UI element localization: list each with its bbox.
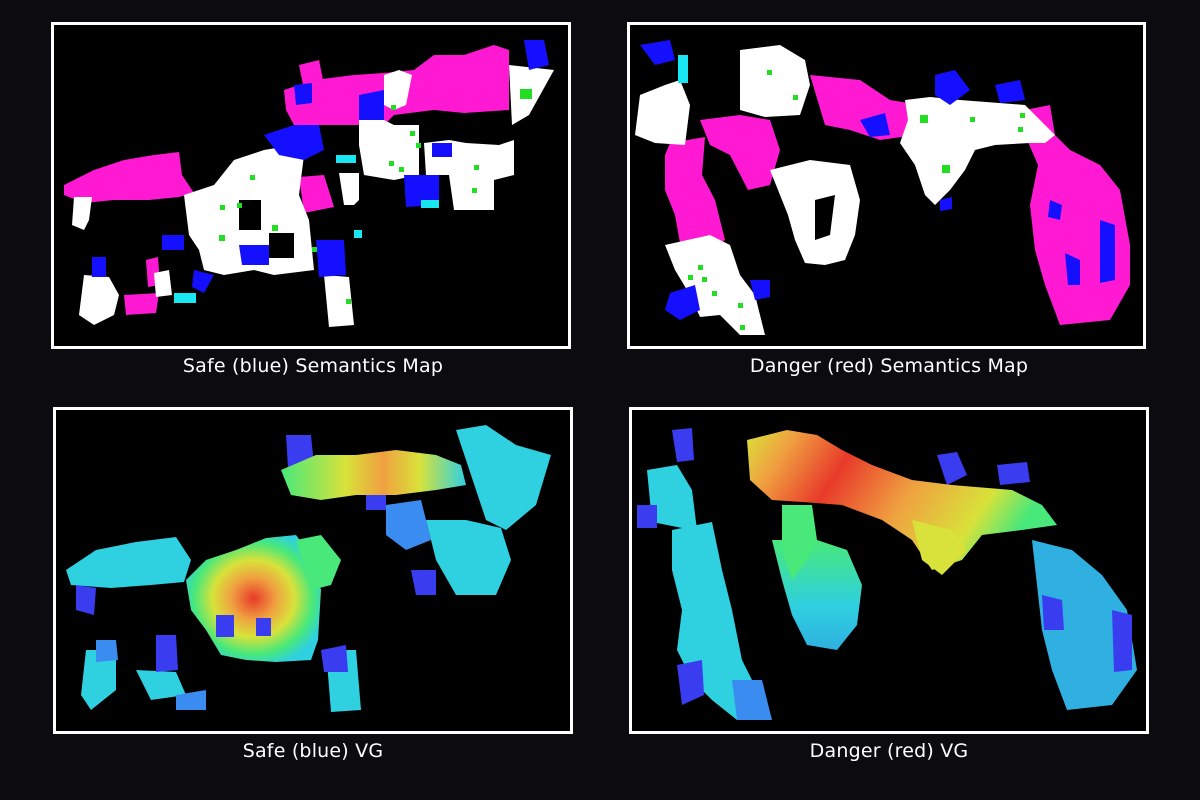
danger-vg-caption: Danger (red) VG [809,740,969,762]
blue-regions [92,40,549,293]
cyan-regions [174,155,439,303]
vg-main-corridor [747,430,1057,570]
green-markers [219,89,532,304]
safe-semantics-map [64,40,554,327]
safe-semantics-map-caption: Safe (blue) Semantics Map [182,355,444,377]
safe-semantics-map-panel [51,22,571,349]
danger-vg-panel [629,407,1149,734]
black-voids [239,200,294,258]
blue-regions [640,40,1115,320]
cyan-regions [678,55,688,83]
danger-vg-heatmap [637,428,1137,720]
safe-vg-caption: Safe (blue) VG [242,740,384,762]
safe-vg-heatmap [66,425,551,712]
safe-vg-panel [53,407,573,734]
vg-low-regions [66,425,551,712]
vg-left-arm [782,505,817,580]
green-markers [688,70,1025,330]
magenta-regions [64,45,509,315]
danger-semantics-map [635,40,1130,335]
vg-upper-corridor [281,450,466,500]
danger-semantics-map-panel [627,22,1146,349]
vg-center-arm [296,535,341,590]
vg-low-regions [637,428,1137,720]
black-voids [815,195,835,240]
vg-side-lobe [912,520,967,575]
vg-dark-patches [216,615,271,637]
danger-semantics-map-caption: Danger (red) Semantics Map [749,355,1029,377]
